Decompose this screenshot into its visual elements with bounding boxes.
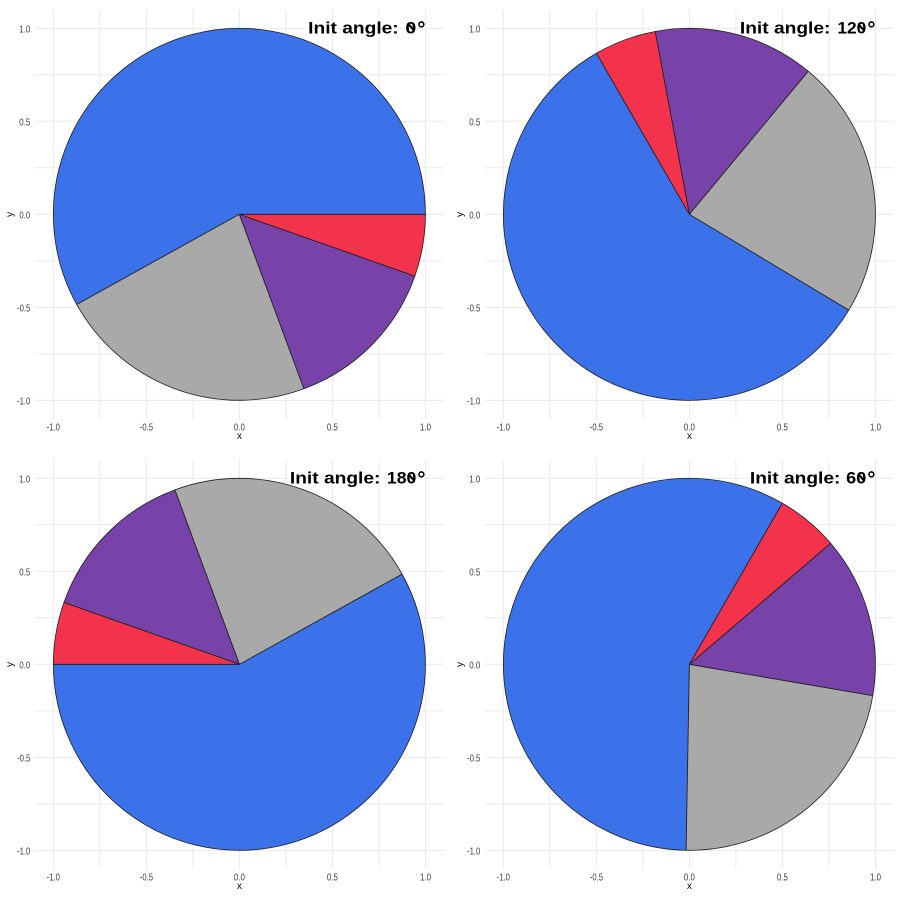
svg-text:-1.0: -1.0 bbox=[17, 396, 31, 407]
svg-text:0.5: 0.5 bbox=[777, 873, 788, 884]
svg-text:-0.5: -0.5 bbox=[467, 303, 481, 314]
svg-text:-0.5: -0.5 bbox=[140, 873, 154, 884]
svg-text:0.0: 0.0 bbox=[469, 660, 480, 671]
svg-text:0.0: 0.0 bbox=[234, 873, 245, 884]
svg-text:x: x bbox=[687, 881, 693, 892]
svg-text:1.0: 1.0 bbox=[469, 474, 480, 485]
svg-text:Init angle:: Init angle: bbox=[740, 19, 831, 38]
svg-text:0.0: 0.0 bbox=[19, 210, 30, 221]
svg-text:1.0: 1.0 bbox=[420, 873, 431, 884]
svg-text:-1.0: -1.0 bbox=[497, 873, 511, 884]
svg-text:0.5: 0.5 bbox=[19, 567, 30, 578]
svg-text:0.5: 0.5 bbox=[469, 117, 480, 128]
svg-text:x: x bbox=[237, 881, 243, 892]
svg-text:y: y bbox=[455, 661, 466, 667]
svg-text:-0.5: -0.5 bbox=[590, 423, 604, 434]
svg-text:Init angle:: Init angle: bbox=[290, 469, 381, 488]
svg-text:x: x bbox=[237, 431, 243, 442]
svg-text:-0.5: -0.5 bbox=[590, 873, 604, 884]
svg-text:0.0: 0.0 bbox=[234, 423, 245, 434]
svg-text:120: 120 bbox=[837, 19, 866, 38]
svg-text:y: y bbox=[5, 661, 16, 667]
svg-text:180: 180 bbox=[387, 469, 416, 488]
svg-text:0.5: 0.5 bbox=[777, 423, 788, 434]
svg-text:0.5: 0.5 bbox=[327, 423, 338, 434]
svg-text:1.0: 1.0 bbox=[420, 423, 431, 434]
svg-text:Init angle:: Init angle: bbox=[308, 19, 399, 38]
svg-text:-0.5: -0.5 bbox=[467, 753, 481, 764]
svg-text:0.5: 0.5 bbox=[327, 873, 338, 884]
svg-text:0.0: 0.0 bbox=[684, 873, 695, 884]
svg-text:1.0: 1.0 bbox=[870, 423, 881, 434]
svg-text:x: x bbox=[687, 431, 693, 442]
svg-text:-0.5: -0.5 bbox=[17, 753, 31, 764]
svg-text:1.0: 1.0 bbox=[19, 474, 30, 485]
svg-text:-0.5: -0.5 bbox=[17, 303, 31, 314]
svg-text:-1.0: -1.0 bbox=[47, 873, 61, 884]
svg-text:60: 60 bbox=[846, 469, 866, 488]
svg-text:0.5: 0.5 bbox=[19, 117, 30, 128]
svg-text:y: y bbox=[5, 211, 16, 217]
svg-text:1.0: 1.0 bbox=[870, 873, 881, 884]
svg-text:y: y bbox=[455, 211, 466, 217]
svg-text:-1.0: -1.0 bbox=[47, 423, 61, 434]
svg-text:0.0: 0.0 bbox=[19, 660, 30, 671]
svg-text:0.5: 0.5 bbox=[469, 567, 480, 578]
svg-text:0.0: 0.0 bbox=[684, 423, 695, 434]
svg-text:-1.0: -1.0 bbox=[497, 423, 511, 434]
svg-text:-1.0: -1.0 bbox=[467, 396, 481, 407]
svg-text:0.0: 0.0 bbox=[469, 210, 480, 221]
svg-text:-1.0: -1.0 bbox=[17, 846, 31, 857]
svg-text:1.0: 1.0 bbox=[469, 24, 480, 35]
svg-text:1.0: 1.0 bbox=[19, 24, 30, 35]
svg-text:Init angle:: Init angle: bbox=[750, 469, 841, 488]
svg-text:-1.0: -1.0 bbox=[467, 846, 481, 857]
svg-text:-0.5: -0.5 bbox=[140, 423, 154, 434]
